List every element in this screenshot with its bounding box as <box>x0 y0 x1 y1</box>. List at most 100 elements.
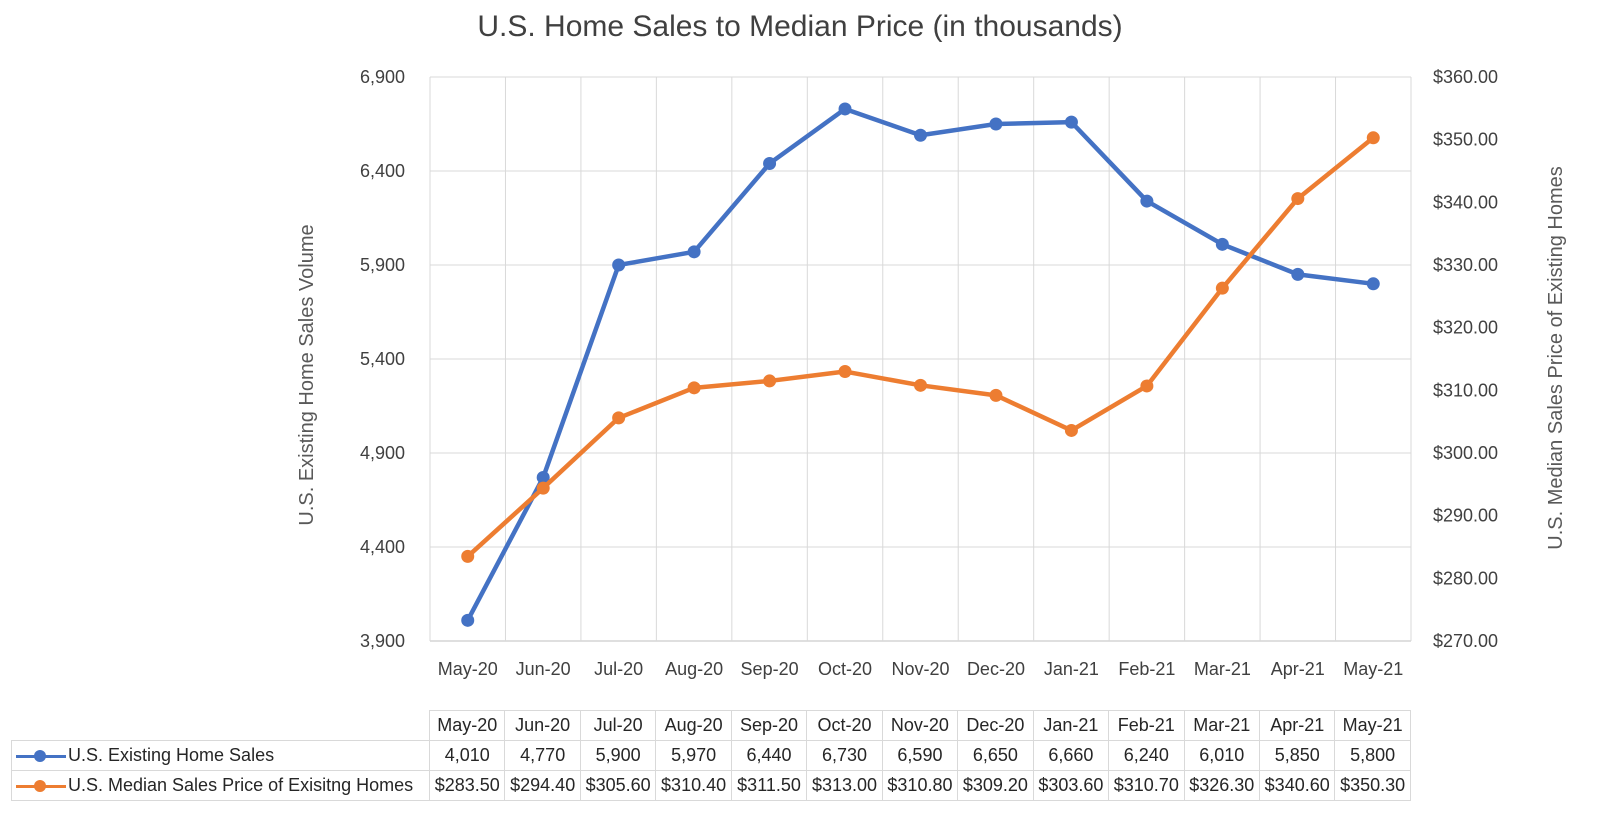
table-cell: $283.50 <box>428 770 506 801</box>
y-right-tick-label: $320.00 <box>1433 318 1498 338</box>
table-header-cell: Jan-21 <box>1032 710 1110 741</box>
table-cell: 5,800 <box>1334 740 1411 771</box>
data-point <box>687 245 701 259</box>
data-point <box>763 156 777 170</box>
data-point <box>536 481 550 495</box>
data-point <box>461 549 475 563</box>
y-left-tick-label: 3,900 <box>360 631 405 651</box>
data-point <box>1140 194 1154 208</box>
grid <box>429 76 1412 642</box>
table-header-cell: Jun-20 <box>504 710 581 741</box>
x-tick-label: May-21 <box>1343 659 1403 679</box>
table-cell: 5,900 <box>579 740 657 771</box>
series-1 <box>461 102 1380 627</box>
data-point <box>1140 379 1154 393</box>
table-cell: $303.60 <box>1032 770 1110 801</box>
x-tick-label: Jul-20 <box>594 659 643 679</box>
data-point <box>1291 267 1305 281</box>
table-cell: 4,770 <box>504 740 581 771</box>
table-header-cell: Mar-21 <box>1183 710 1260 741</box>
x-tick-label: Oct-20 <box>818 659 872 679</box>
table-header-cell: Aug-20 <box>655 710 732 741</box>
legend-label: U.S. Existing Home Sales <box>68 745 275 765</box>
data-point <box>914 128 927 142</box>
y-right-tick-label: $310.00 <box>1433 380 1498 400</box>
data-table: May-20 Jun-20 Jul-20 Aug-20 Sep-20 Oct-20 Nov-… <box>11 710 1411 801</box>
table-header-cell: Jul-20 <box>579 710 657 741</box>
x-tick-label: Nov-20 <box>891 659 949 679</box>
data-point <box>1064 115 1078 129</box>
data-point <box>989 117 1003 131</box>
data-point <box>989 388 1003 402</box>
y-left-tick-label: 4,400 <box>360 537 405 557</box>
y-right-tick-label: $270.00 <box>1433 631 1498 651</box>
y-right-tick-label: $290.00 <box>1433 506 1498 526</box>
y-axis-right-title: U.S. Median Sales Price of Existing Home… <box>1545 166 1567 550</box>
table-header-cell: Nov-20 <box>881 710 959 741</box>
x-tick-label: Feb-21 <box>1118 659 1175 679</box>
table-row: U.S. Existing Home Sales 4,010 4,770 5,900 5… <box>11 740 1411 771</box>
y-left-tick-label: 4,900 <box>360 443 405 463</box>
data-point <box>461 613 475 627</box>
table-cell: $310.70 <box>1108 770 1185 801</box>
data-point <box>1366 277 1380 291</box>
series-2 <box>461 131 1380 563</box>
data-point <box>612 258 626 272</box>
table-cell: 5,970 <box>655 740 732 771</box>
table-cell: 6,650 <box>957 740 1034 771</box>
x-tick-label: Sep-20 <box>741 659 799 679</box>
data-point <box>1291 192 1305 206</box>
table-header-cell: Sep-20 <box>730 710 808 741</box>
table-cell: 4,010 <box>428 740 506 771</box>
y-left-tick-label: 6,400 <box>360 161 405 181</box>
table-cell: $313.00 <box>806 770 883 801</box>
x-tick-label: Apr-21 <box>1271 659 1325 679</box>
table-cell: $340.60 <box>1258 770 1336 801</box>
table-cell: 6,010 <box>1183 740 1260 771</box>
table-cell: $305.60 <box>579 770 657 801</box>
x-tick-label: Jun-20 <box>516 659 571 679</box>
data-point <box>1215 281 1229 295</box>
table-cell: $326.30 <box>1183 770 1260 801</box>
table-corner <box>11 710 430 741</box>
table-cell: $310.80 <box>881 770 959 801</box>
x-tick-label: May-20 <box>438 659 498 679</box>
right-axis: $270.00 $280.00 $290.00 $300.00 $310.00 $320.… <box>1433 67 1498 651</box>
y-left-tick-label: 5,900 <box>360 255 405 275</box>
y-right-tick-label: $300.00 <box>1433 443 1498 463</box>
table-header-cell: Feb-21 <box>1108 710 1185 741</box>
data-point <box>1215 237 1229 251</box>
x-tick-label: Jan-21 <box>1044 659 1099 679</box>
x-tick-label: Dec-20 <box>967 659 1025 679</box>
data-point <box>536 470 550 484</box>
left-axis: 3,900 4,400 4,900 5,400 5,900 6,400 6,900 <box>360 67 405 651</box>
y-left-tick-label: 6,900 <box>360 67 405 87</box>
data-point <box>612 411 626 425</box>
table-header-cell: May-21 <box>1334 710 1411 741</box>
table-header-cell: Oct-20 <box>806 710 883 741</box>
table-header-cell: Dec-20 <box>957 710 1034 741</box>
y-right-tick-label: $350.00 <box>1433 130 1498 150</box>
y-axis-left-title: U.S. Existing Home Sales Volume <box>296 224 318 525</box>
series-layer <box>461 102 1380 627</box>
legend-key <box>16 779 66 793</box>
legend-cell: U.S. Median Sales Price of Exisitng Home… <box>11 770 430 801</box>
table-header-cell: May-20 <box>428 710 506 741</box>
table-cell: 6,660 <box>1032 740 1110 771</box>
series-line <box>465 135 1376 559</box>
data-point <box>763 374 777 388</box>
data-point <box>838 365 852 379</box>
table-cell: 6,240 <box>1108 740 1185 771</box>
y-left-tick-label: 5,400 <box>360 349 405 369</box>
legend-cell: U.S. Existing Home Sales <box>11 740 430 771</box>
table-row: U.S. Median Sales Price of Exisitng Home… <box>11 770 1411 801</box>
data-point <box>1366 131 1380 145</box>
table-cell: $309.20 <box>957 770 1034 801</box>
y-right-tick-label: $360.00 <box>1433 67 1498 87</box>
table-cell: $310.40 <box>655 770 732 801</box>
series-line <box>465 106 1376 623</box>
data-point <box>838 102 852 116</box>
x-tick-label: Aug-20 <box>665 659 723 679</box>
table-cell: 6,730 <box>806 740 883 771</box>
data-point <box>1064 423 1078 437</box>
